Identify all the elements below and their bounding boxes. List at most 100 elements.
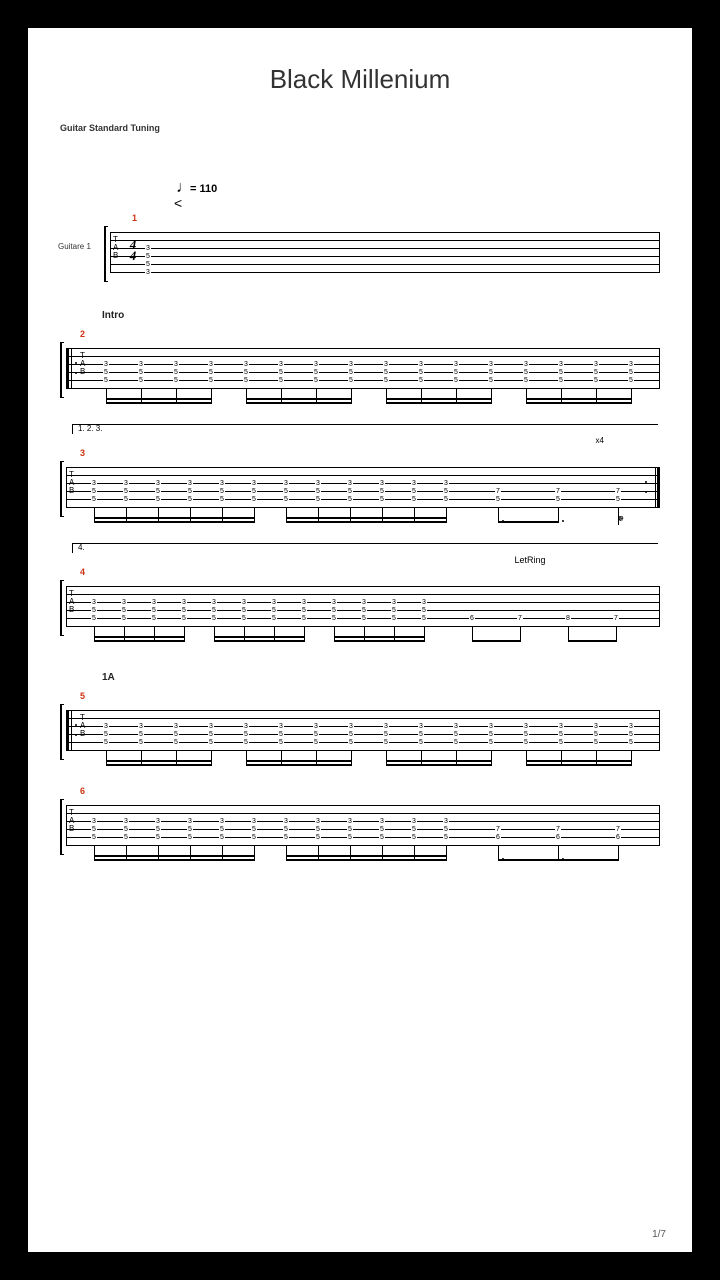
fret-number: 5: [488, 739, 494, 746]
fret-number: 5: [91, 826, 97, 833]
fret-number: 5: [379, 488, 385, 495]
tab-sheet-page: Black Millenium Guitar Standard Tuning ♩…: [28, 28, 692, 1252]
fret-number: 5: [251, 834, 257, 841]
fret-number: 5: [421, 607, 427, 614]
tempo-marking: ♩ = 110 <: [176, 181, 660, 207]
fret-number: 5: [453, 369, 459, 376]
fret-number: 3: [219, 480, 225, 487]
tab-staff: T A B 3553553553553553553553553553553553…: [66, 348, 660, 388]
fret-number: 5: [278, 377, 284, 384]
tuning-label: Guitar Standard Tuning: [60, 123, 660, 133]
fret-number: 5: [411, 496, 417, 503]
fret-number: 5: [523, 377, 529, 384]
bar-number: 6: [80, 786, 660, 796]
fret-number: 7: [555, 826, 561, 833]
fret-number: 5: [331, 607, 337, 614]
fret-number: 6: [615, 834, 621, 841]
fret-number: 5: [243, 369, 249, 376]
fret-number: 3: [251, 480, 257, 487]
fret-number: 6: [469, 615, 475, 622]
fret-number: 5: [555, 496, 561, 503]
fret-number: 5: [443, 834, 449, 841]
fret-number: 5: [418, 369, 424, 376]
fret-number: 3: [91, 599, 97, 606]
fret-number: 5: [488, 369, 494, 376]
fret-number: 3: [383, 723, 389, 730]
instrument-label: Guitare 1: [58, 242, 91, 251]
fret-number: 3: [121, 599, 127, 606]
fret-number: 3: [348, 361, 354, 368]
system-brace: [60, 461, 64, 517]
fret-number: 5: [241, 615, 247, 622]
fret-number: 7: [517, 615, 523, 622]
fret-number: 5: [208, 739, 214, 746]
fret-number: 5: [391, 615, 397, 622]
fret-number: 5: [628, 369, 634, 376]
repeat-start: [66, 710, 72, 750]
fret-number: 3: [103, 723, 109, 730]
fret-number: 3: [418, 361, 424, 368]
tab-system: T A B 3553553553553553553553553553553553…: [60, 797, 660, 869]
fret-number: 5: [283, 826, 289, 833]
fret-number: 5: [301, 607, 307, 614]
fret-number: 5: [211, 607, 217, 614]
fret-number: 5: [219, 834, 225, 841]
fret-number: 3: [391, 599, 397, 606]
fret-number: 6: [495, 834, 501, 841]
fret-number: 5: [523, 731, 529, 738]
fret-number: 7: [555, 488, 561, 495]
tab-staff: T A B 3553553553553553553553553553553553…: [66, 467, 660, 507]
fret-number: 3: [411, 480, 417, 487]
tab-system: T A B 3553553553553553553553553553553553…: [60, 340, 660, 412]
fret-number: 5: [91, 607, 97, 614]
fret-number: 5: [219, 826, 225, 833]
fret-number: 5: [418, 377, 424, 384]
fret-number: 5: [278, 731, 284, 738]
fret-number: 5: [181, 607, 187, 614]
fret-number: 5: [208, 369, 214, 376]
fret-number: 5: [283, 488, 289, 495]
fret-number: 3: [379, 818, 385, 825]
fret-number: 5: [347, 488, 353, 495]
tempo-value: = 110: [190, 183, 217, 195]
fret-number: 3: [283, 818, 289, 825]
fret-number: 5: [138, 739, 144, 746]
fret-number: 5: [138, 731, 144, 738]
fret-number: 5: [91, 615, 97, 622]
fret-number: 5: [379, 826, 385, 833]
fret-number: 5: [251, 826, 257, 833]
fret-number: 5: [123, 834, 129, 841]
fret-number: 3: [173, 361, 179, 368]
fret-number: 5: [313, 731, 319, 738]
fret-number: 3: [347, 818, 353, 825]
fret-number: 3: [347, 480, 353, 487]
fret-number: 3: [187, 818, 193, 825]
fret-number: 5: [313, 369, 319, 376]
fret-number: 5: [315, 826, 321, 833]
section-label: Intro: [102, 310, 660, 321]
fret-number: 3: [383, 361, 389, 368]
fret-number: 3: [523, 361, 529, 368]
fret-number: 7: [495, 488, 501, 495]
fret-number: 3: [411, 818, 417, 825]
fret-number: 5: [181, 615, 187, 622]
fret-number: 5: [91, 488, 97, 495]
fret-number: 5: [121, 615, 127, 622]
fret-number: 5: [151, 615, 157, 622]
tab-system: T A B 3553553553553553553553553553553553…: [60, 578, 660, 650]
fret-number: 3: [155, 480, 161, 487]
tab-system: T A B 3553553553553553553553553553553553…: [60, 702, 660, 774]
fret-number: 3: [241, 599, 247, 606]
fret-number: 5: [187, 834, 193, 841]
fret-number: 7: [615, 488, 621, 495]
fret-number: 5: [488, 731, 494, 738]
crescendo-icon: <: [174, 195, 180, 211]
fret-number: 5: [145, 261, 151, 268]
fret-number: 5: [103, 739, 109, 746]
fret-number: 3: [558, 723, 564, 730]
fret-number: 5: [315, 488, 321, 495]
fret-number: 3: [443, 818, 449, 825]
fret-number: 5: [418, 739, 424, 746]
fret-number: 5: [421, 615, 427, 622]
fret-number: 7: [495, 826, 501, 833]
